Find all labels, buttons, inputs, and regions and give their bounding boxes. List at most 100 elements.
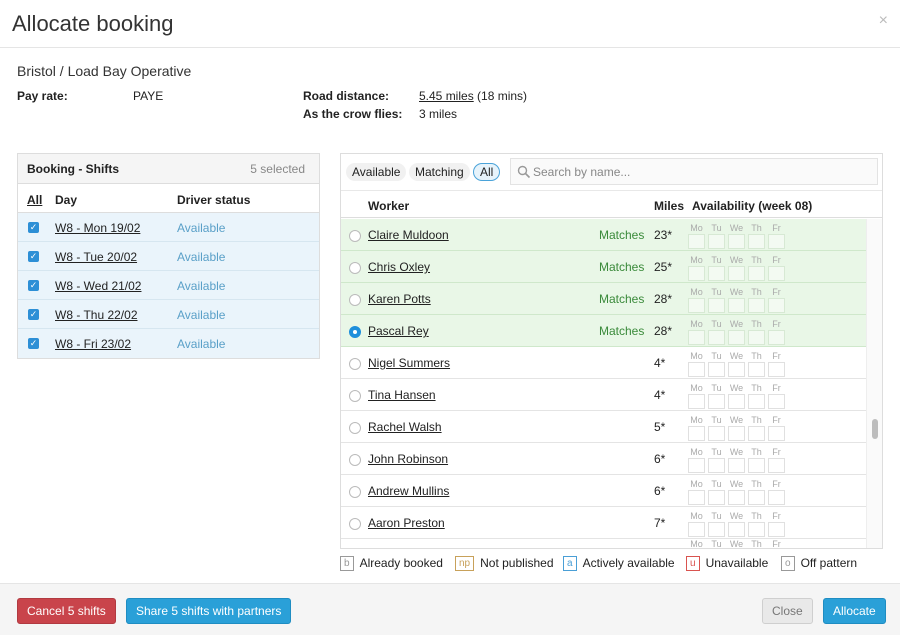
filter-matching[interactable]: Matching [409, 163, 470, 181]
worker-row[interactable]: Chris Oxley Matches 25* Mo Tu We Th Fr [341, 251, 868, 283]
worker-radio[interactable] [349, 486, 361, 498]
road-distance-link[interactable]: 5.45 miles [419, 89, 474, 103]
availability-cell [708, 330, 725, 345]
allocate-button[interactable]: Allocate [823, 598, 886, 624]
availability-day-label: Tu [711, 383, 722, 393]
shift-checkbox[interactable]: ✓ [28, 280, 39, 291]
worker-name-link[interactable]: Chris Oxley [368, 260, 431, 274]
select-all-link[interactable]: All [27, 193, 43, 207]
worker-radio[interactable] [349, 454, 361, 466]
worker-name-link[interactable]: Tina Hansen [368, 388, 436, 402]
legend-key: b [340, 556, 354, 572]
availability-day-label: Fr [772, 539, 781, 549]
workers-panel: Available Matching All Worker Miles Avai… [340, 153, 883, 549]
worker-radio[interactable] [349, 358, 361, 370]
availability-day-label: Fr [772, 479, 781, 489]
worker-name-link[interactable]: Karen Potts [368, 292, 431, 306]
worker-name-link[interactable]: Claire Muldoon [368, 228, 449, 242]
availability-day-label: We [729, 319, 744, 329]
search-box[interactable] [510, 158, 878, 185]
shift-row[interactable]: ✓ W8 - Mon 19/02 Available [18, 213, 319, 242]
shift-row[interactable]: ✓ W8 - Fri 23/02 Available [18, 329, 319, 358]
availability-cell [708, 298, 725, 313]
availability-day-label: Mo [690, 383, 703, 393]
worker-name-link[interactable]: Aaron Preston [368, 516, 445, 530]
availability-day-label: Fr [772, 287, 781, 297]
shift-day-link[interactable]: W8 - Wed 21/02 [55, 279, 142, 293]
availability-day-label: We [729, 511, 744, 521]
legend-label: Off pattern [800, 556, 858, 570]
worker-radio[interactable] [349, 230, 361, 242]
availability-cell [708, 234, 725, 249]
worker-row[interactable]: Aaron Preston 7* Mo Tu We Th Fr [341, 507, 868, 539]
worker-row[interactable]: Tina Hansen 4* Mo Tu We Th Fr [341, 379, 868, 411]
availability-cell [728, 490, 745, 505]
shift-row[interactable]: ✓ W8 - Wed 21/02 Available [18, 271, 319, 300]
shift-row[interactable]: ✓ W8 - Tue 20/02 Available [18, 242, 319, 271]
search-input[interactable] [533, 159, 863, 184]
worker-row[interactable]: Karen Potts Matches 28* Mo Tu We Th Fr [341, 283, 868, 315]
filter-available[interactable]: Available [346, 163, 407, 181]
shift-checkbox[interactable]: ✓ [28, 338, 39, 349]
availability-day-label: Mo [690, 479, 703, 489]
worker-name-link[interactable]: John Robinson [368, 452, 449, 466]
shift-day-link[interactable]: W8 - Mon 19/02 [55, 221, 141, 235]
availability-cell [768, 394, 785, 409]
worker-row[interactable]: Claire Muldoon Matches 23* Mo Tu We Th Fr [341, 219, 868, 251]
availability-cell [768, 522, 785, 537]
worker-row[interactable]: Nigel Summers 4* Mo Tu We Th Fr [341, 347, 868, 379]
cancel-shifts-button[interactable]: Cancel 5 shifts [17, 598, 116, 624]
shift-day-link[interactable]: W8 - Thu 22/02 [55, 308, 138, 322]
shifts-list: ✓ W8 - Mon 19/02 Available ✓ W8 - Tue 20/02 A… [18, 213, 319, 358]
shift-row[interactable]: ✓ W8 - Thu 22/02 Available [18, 300, 319, 329]
availability-cell [748, 490, 765, 505]
booking-subtitle: Bristol / Load Bay Operative [17, 63, 192, 79]
availability-day-label: Th [751, 511, 762, 521]
availability-day-label: Fr [772, 447, 781, 457]
legend-item: np Not published [455, 556, 554, 572]
worker-match-status: Matches [599, 324, 645, 338]
availability-cell [708, 522, 725, 537]
worker-name-link[interactable]: Andrew Mullins [368, 484, 450, 498]
legend-key: o [781, 556, 795, 572]
close-icon[interactable]: × [878, 12, 888, 29]
availability-day-label: Fr [772, 319, 781, 329]
scrollbar[interactable] [866, 219, 882, 548]
legend-item: b Already booked [340, 556, 443, 572]
worker-miles: 7* [654, 516, 666, 530]
scrollbar-thumb[interactable] [872, 419, 878, 439]
availability-day-label: Tu [711, 351, 722, 361]
worker-row[interactable]: Andrew Mullins 6* Mo Tu We Th Fr [341, 475, 868, 507]
worker-name-link[interactable]: Rachel Walsh [368, 420, 442, 434]
share-shifts-button[interactable]: Share 5 shifts with partners [126, 598, 292, 624]
availability-cell [728, 298, 745, 313]
worker-radio[interactable] [349, 518, 361, 530]
legend-item: a Actively available [563, 556, 675, 572]
worker-radio[interactable] [349, 390, 361, 402]
shift-day-link[interactable]: W8 - Tue 20/02 [55, 250, 138, 264]
shift-checkbox[interactable]: ✓ [28, 251, 39, 262]
worker-row[interactable]: John Robinson 6* Mo Tu We Th Fr [341, 443, 868, 475]
worker-radio[interactable] [349, 422, 361, 434]
road-time: (18 mins) [477, 89, 528, 103]
col-day: Day [55, 193, 78, 207]
availability-day-label: Fr [772, 255, 781, 265]
shift-day-link[interactable]: W8 - Fri 23/02 [55, 337, 132, 351]
worker-row[interactable]: Pascal Rey Matches 28* Mo Tu We Th Fr [341, 315, 868, 347]
filter-all[interactable]: All [473, 163, 501, 181]
worker-name-link[interactable]: Pascal Rey [368, 324, 429, 338]
availability-cell [728, 234, 745, 249]
worker-row[interactable]: Rachel Walsh 5* Mo Tu We Th Fr [341, 411, 868, 443]
availability-day-label: Mo [690, 319, 703, 329]
shift-checkbox[interactable]: ✓ [28, 222, 39, 233]
availability-cell [708, 362, 725, 377]
availability-cell [708, 266, 725, 281]
worker-radio[interactable] [349, 326, 361, 338]
worker-radio[interactable] [349, 262, 361, 274]
availability-day-label: Mo [690, 351, 703, 361]
availability-cell [768, 266, 785, 281]
worker-radio[interactable] [349, 294, 361, 306]
close-button[interactable]: Close [762, 598, 813, 624]
worker-name-link[interactable]: Nigel Summers [368, 356, 451, 370]
shift-checkbox[interactable]: ✓ [28, 309, 39, 320]
